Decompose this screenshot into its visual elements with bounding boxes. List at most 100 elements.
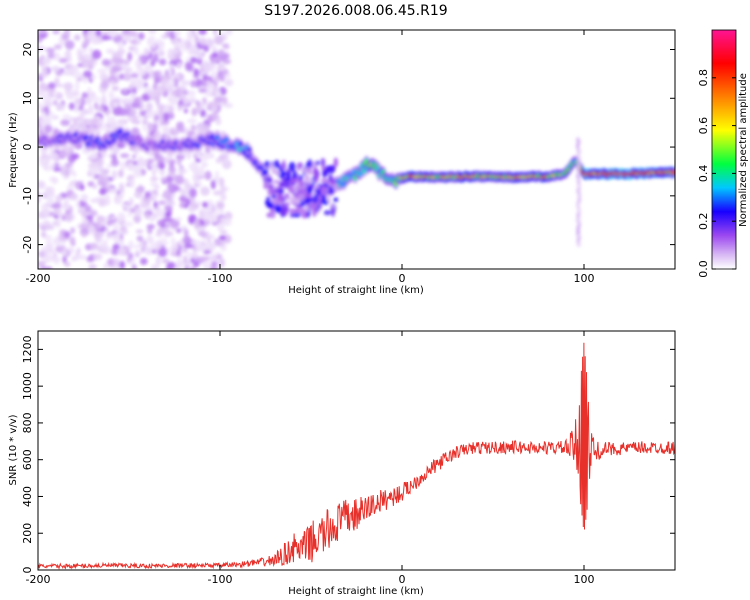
noise-blob <box>148 163 157 168</box>
branch-blob <box>266 212 271 218</box>
noise-blob <box>182 235 192 245</box>
branch-blob <box>273 204 282 212</box>
noise-blob <box>186 90 196 97</box>
noise-blob <box>92 253 103 261</box>
noise-blob <box>61 32 70 41</box>
y-tick-label: 600 <box>21 449 34 470</box>
noise-blob <box>38 260 47 266</box>
spike-blob <box>575 137 580 143</box>
noise-blob <box>51 177 59 185</box>
noise-blob <box>42 111 47 118</box>
noise-blob <box>99 73 109 81</box>
noise-blob <box>152 122 158 133</box>
noise-blob <box>177 168 188 174</box>
noise-blob <box>132 114 138 124</box>
noise-blob <box>95 106 105 112</box>
noise-blob <box>117 41 125 49</box>
noise-blob <box>139 257 148 266</box>
noise-blob <box>53 99 58 106</box>
x-tick-label: -100 <box>208 272 233 285</box>
noise-blob <box>109 215 116 221</box>
noise-blob <box>62 114 71 119</box>
noise-blob <box>119 260 126 269</box>
x-tick-label: -100 <box>208 573 233 586</box>
noise-blob <box>78 106 84 111</box>
noise-blob <box>73 34 81 41</box>
spectrogram-frame <box>37 29 676 270</box>
noise-blob <box>70 227 76 234</box>
spectrogram-y-ticks: -20 -10 0 10 20 <box>21 43 675 254</box>
noise-blob <box>179 104 186 110</box>
noise-blob <box>215 158 222 164</box>
noise-blob <box>71 255 77 262</box>
noise-blob <box>219 177 225 187</box>
noise-blob <box>90 152 99 160</box>
noise-blob <box>190 56 198 64</box>
noise-blob <box>140 195 146 205</box>
noise-blob <box>129 207 135 213</box>
noise-blob <box>105 215 110 221</box>
noise-blob <box>101 34 110 41</box>
noise-blob <box>160 83 167 93</box>
noise-blob <box>158 58 167 66</box>
noise-blob <box>63 261 71 267</box>
noise-blob <box>146 158 155 163</box>
noise-blob <box>152 83 158 90</box>
noise-blob <box>133 45 139 56</box>
noise-blob <box>169 30 175 41</box>
branch-blob <box>273 179 281 184</box>
noise-blob <box>84 204 92 213</box>
noise-blob <box>198 88 208 93</box>
snr-y-ticks: 0 200 400 600 800 1000 1200 <box>21 335 675 574</box>
noise-blob <box>118 182 125 193</box>
noise-blob <box>184 183 194 190</box>
branch-blob <box>322 169 329 177</box>
noise-blob <box>152 193 158 200</box>
colorbar-ticks: 0.0 0.2 0.4 0.6 0.8 <box>697 69 736 278</box>
noise-blob <box>133 191 143 199</box>
noise-blob <box>194 34 199 44</box>
noise-blob <box>225 30 233 36</box>
noise-blob <box>81 231 87 238</box>
noise-blob <box>133 77 143 86</box>
noise-blob <box>63 145 73 153</box>
noise-blob <box>152 70 162 78</box>
noise-blob <box>111 169 118 180</box>
noise-blob <box>124 221 134 227</box>
noise-blob <box>202 201 209 208</box>
branch-blob <box>333 157 339 168</box>
noise-blob <box>219 208 225 215</box>
noise-blob <box>187 35 194 43</box>
x-tick-label: 0 <box>399 573 406 586</box>
noise-blob <box>53 43 62 50</box>
noise-blob <box>163 104 171 113</box>
noise-blob <box>138 243 145 249</box>
noise-blob <box>130 91 136 99</box>
branch-blob <box>305 198 312 203</box>
noise-blob <box>140 102 145 112</box>
noise-blob <box>157 49 162 58</box>
snr-panel: -200 -100 0 100 0 200 400 600 800 1000 1200 Heigh… <box>8 330 676 597</box>
noise-blob <box>210 241 217 248</box>
noise-blob <box>113 223 119 232</box>
noise-blob <box>204 170 212 181</box>
noise-blob <box>149 176 159 182</box>
noise-blob <box>167 181 173 191</box>
noise-blob <box>220 243 227 252</box>
noise-blob <box>61 250 68 256</box>
noise-blob <box>78 254 87 260</box>
noise-blob <box>88 64 94 70</box>
noise-blob <box>72 171 77 177</box>
noise-blob <box>101 58 111 67</box>
noise-blob <box>161 258 170 264</box>
noise-blob <box>218 235 227 241</box>
noise-blob <box>180 80 191 86</box>
noise-blob <box>168 68 173 76</box>
branch-blob <box>270 198 277 204</box>
noise-blob <box>199 123 210 134</box>
noise-blob <box>126 115 134 122</box>
noise-blob <box>213 95 223 105</box>
branch-blob <box>281 180 290 189</box>
noise-blob <box>83 55 92 61</box>
